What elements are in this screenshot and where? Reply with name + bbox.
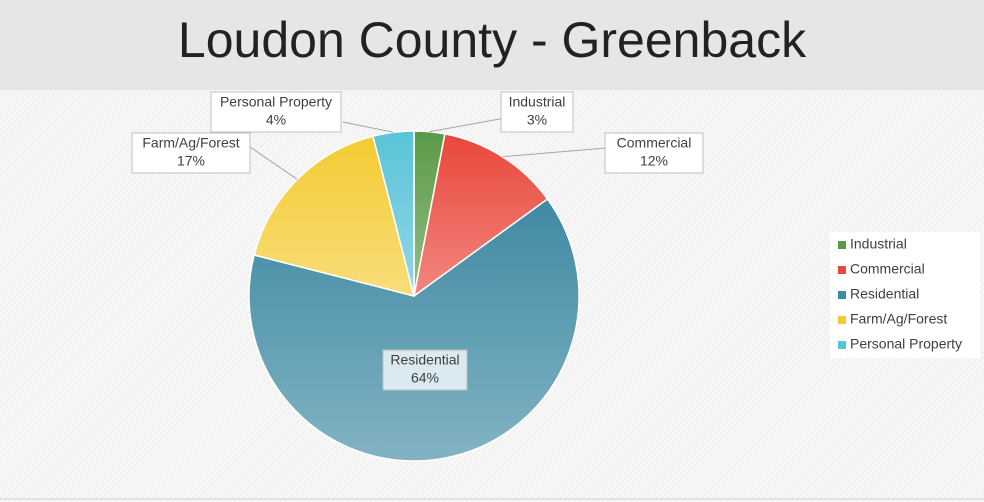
legend-box (830, 232, 980, 358)
leader-line (429, 117, 506, 133)
data-label-name: Industrial (509, 94, 566, 110)
leader-line (249, 146, 298, 180)
title-band (0, 0, 984, 90)
pie-slice (253, 135, 416, 298)
legend-label: Industrial (850, 236, 907, 252)
data-label-value: 17% (177, 153, 205, 169)
data-label-box (131, 132, 251, 174)
data-label-box (500, 91, 574, 133)
data-label-name: Personal Property (220, 94, 332, 110)
leader-line (502, 147, 607, 158)
data-label-name: Residential (390, 352, 459, 368)
chart-title: Loudon County - Greenback (178, 12, 807, 68)
data-label-box (604, 132, 704, 174)
data-label-name: Commercial (617, 135, 692, 151)
data-label-value: 4% (266, 112, 286, 128)
legend-label: Personal Property (850, 336, 962, 352)
leader-line (342, 121, 394, 133)
legend-marker (838, 291, 846, 299)
pie-slice (248, 197, 580, 462)
legend-label: Farm/Ag/Forest (850, 311, 947, 327)
data-label-value: 12% (640, 153, 668, 169)
data-label-box (382, 349, 468, 391)
legend-marker (838, 316, 846, 324)
data-label-value: 3% (527, 112, 547, 128)
legend-marker (838, 266, 846, 274)
legend-marker (838, 241, 846, 249)
legend-marker (838, 341, 846, 349)
legend-label: Commercial (850, 261, 925, 277)
data-label-name: Farm/Ag/Forest (142, 135, 239, 151)
data-label-box (210, 91, 342, 133)
legend-label: Residential (850, 286, 919, 302)
data-label-value: 64% (411, 370, 439, 386)
